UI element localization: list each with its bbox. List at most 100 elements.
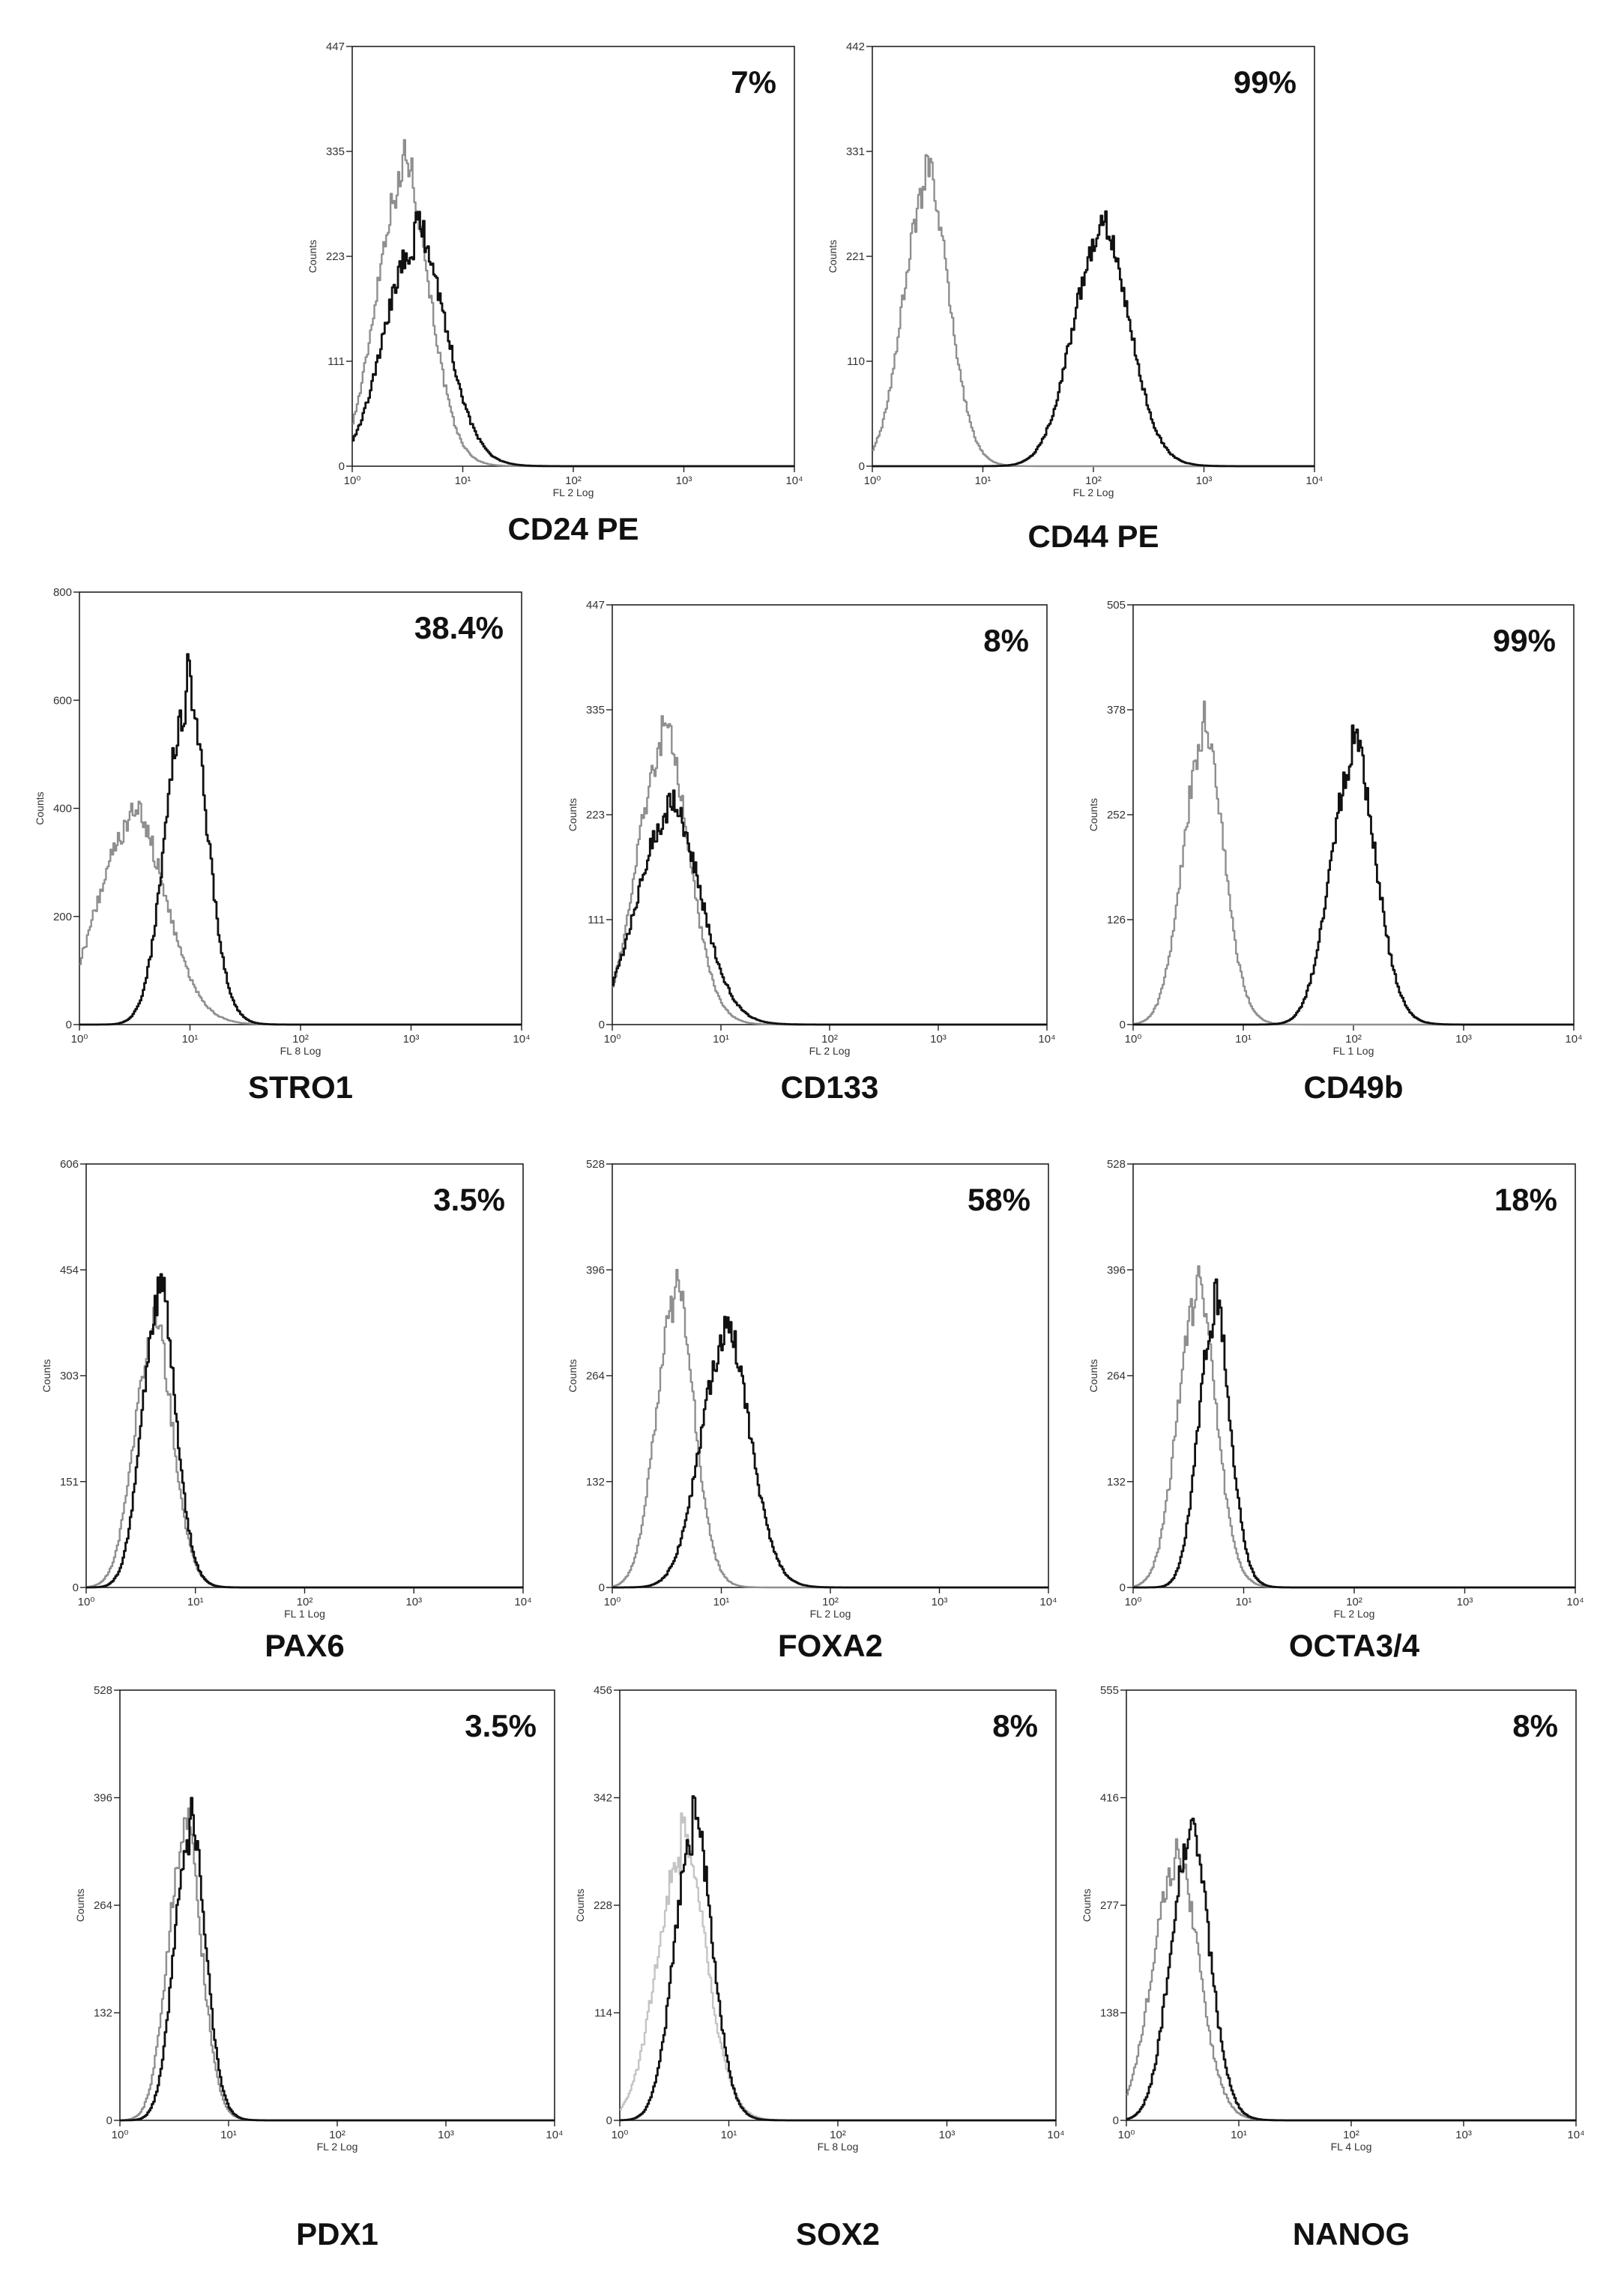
panel-nanog: 0 138 277 416 555 10⁰ 10¹ 10² 10³ 10⁴ FL 4 Log Coun…	[1081, 1684, 1585, 2252]
y-tick-label: 264	[586, 1370, 605, 1383]
y-tick-label: 528	[586, 1158, 605, 1171]
y-tick-label: 264	[94, 1899, 112, 1912]
y-tick-label: 277	[1100, 1899, 1119, 1912]
x-tick-label: 10⁴	[1047, 2129, 1064, 2141]
panel-pax6: 0 151 303 454 606 10⁰ 10¹ 10² 10³ 10⁴ FL 1 Log Coun…	[40, 1158, 532, 1663]
x-tick-label: 10³	[939, 2129, 956, 2141]
x-axis-label: FL 2 Log	[1334, 1608, 1375, 1620]
y-tick-label: 110	[847, 355, 865, 368]
y-tick-label: 331	[846, 145, 865, 158]
x-tick-label: 10¹	[721, 2129, 737, 2141]
isotype-histogram	[120, 1807, 555, 2122]
plot-frame	[872, 46, 1315, 467]
x-tick-label: 10³	[1455, 1033, 1472, 1046]
y-tick-label: 396	[586, 1264, 605, 1276]
stained-histogram	[612, 789, 1047, 1026]
y-axis-label: Counts	[1081, 1889, 1093, 1922]
y-tick-label: 200	[53, 911, 72, 923]
stained-histogram	[1133, 724, 1574, 1026]
x-tick-label: 10⁴	[785, 474, 803, 487]
y-tick-label: 132	[1107, 1476, 1126, 1489]
y-tick-label: 800	[53, 586, 72, 599]
panel-foxa2: 0 132 264 396 528 10⁰ 10¹ 10² 10³ 10⁴ FL 2 Log Coun…	[567, 1158, 1057, 1663]
x-tick-label: 10⁰	[864, 474, 881, 487]
marker-label: CD44 PE	[1027, 519, 1159, 554]
x-tick-label: 10²	[830, 2129, 846, 2141]
x-tick-label: 10⁰	[1118, 2129, 1135, 2141]
positive-percentage: 99%	[1234, 64, 1297, 100]
x-tick-label: 10³	[1455, 2129, 1472, 2141]
isotype-histogram	[1133, 700, 1574, 1026]
panel-cd24-pe: 0 111 223 335 447 10⁰ 10¹ 10² 10³ 10⁴ FL 2 Log Coun…	[307, 40, 803, 546]
x-tick-label: 10⁰	[612, 2129, 629, 2141]
panel-pdx1: 0 132 264 396 528 10⁰ 10¹ 10² 10³ 10⁴ FL 2 Log Coun…	[74, 1684, 564, 2252]
isotype-histogram	[1126, 1838, 1576, 2122]
plot-frame	[119, 1689, 555, 2121]
panel-cd49b: 0 126 252 378 505 10⁰ 10¹ 10² 10³ 10⁴ FL 1 Log Coun…	[1087, 599, 1583, 1105]
y-tick-label: 528	[94, 1684, 112, 1697]
y-tick-label: 0	[339, 460, 345, 473]
stained-histogram	[872, 210, 1314, 468]
y-tick-label: 151	[60, 1476, 79, 1489]
y-tick-label: 505	[1107, 599, 1126, 612]
y-tick-label: 335	[326, 145, 345, 158]
stained-histogram	[79, 653, 522, 1026]
x-tick-label: 10⁰	[112, 2129, 129, 2141]
isotype-histogram	[872, 154, 1314, 468]
x-axis-label: FL 2 Log	[810, 1608, 851, 1620]
isotype-histogram	[352, 139, 794, 468]
x-tick-label: 10²	[1345, 1033, 1362, 1046]
panel-octa3-4: 0 132 264 396 528 10⁰ 10¹ 10² 10³ 10⁴ FL 2 Log Coun…	[1087, 1158, 1584, 1663]
y-tick-label: 335	[586, 704, 605, 717]
x-tick-label: 10¹	[187, 1596, 204, 1608]
x-tick-label: 10⁴	[514, 1596, 531, 1608]
y-tick-label: 0	[599, 1581, 605, 1594]
x-tick-label: 10³	[932, 1596, 948, 1608]
y-tick-label: 111	[588, 914, 605, 926]
y-tick-label: 456	[594, 1684, 612, 1697]
positive-percentage: 99%	[1493, 623, 1556, 658]
y-tick-label: 303	[60, 1370, 79, 1383]
plot-frame	[85, 1163, 524, 1588]
y-tick-label: 528	[1107, 1158, 1126, 1171]
plot-frame	[619, 1689, 1057, 2121]
y-tick-label: 0	[599, 1019, 605, 1031]
y-axis-label: Counts	[74, 1889, 86, 1922]
x-tick-label: 10¹	[182, 1033, 199, 1046]
y-axis-label: Counts	[1087, 798, 1099, 831]
x-tick-label: 10⁰	[604, 1596, 621, 1608]
marker-label: PDX1	[296, 2216, 378, 2252]
stained-histogram	[86, 1273, 523, 1589]
x-tick-label: 10³	[930, 1033, 947, 1046]
y-tick-label: 342	[594, 1792, 612, 1805]
y-tick-label: 223	[586, 809, 605, 821]
y-tick-label: 252	[1107, 809, 1126, 821]
y-axis-label: Counts	[1087, 1359, 1099, 1392]
y-tick-label: 0	[66, 1019, 72, 1031]
x-tick-label: 10⁴	[513, 1033, 530, 1046]
x-tick-label: 10¹	[1231, 2129, 1247, 2141]
y-tick-label: 132	[586, 1476, 605, 1489]
x-tick-label: 10⁴	[1039, 1596, 1057, 1608]
x-tick-label: 10⁴	[1567, 2129, 1584, 2141]
x-tick-label: 10²	[1085, 474, 1102, 487]
positive-percentage: 8%	[992, 1708, 1038, 1743]
x-tick-label: 10¹	[713, 1596, 730, 1608]
x-tick-label: 10³	[676, 474, 692, 487]
stained-histogram	[352, 211, 794, 468]
y-tick-label: 0	[1120, 1581, 1126, 1594]
y-tick-label: 228	[594, 1899, 612, 1912]
x-tick-label: 10⁴	[1305, 474, 1323, 487]
positive-percentage: 7%	[731, 64, 776, 100]
marker-label: SOX2	[796, 2216, 880, 2252]
y-tick-label: 378	[1107, 704, 1126, 717]
y-tick-label: 0	[1113, 2114, 1119, 2127]
x-tick-label: 10⁴	[1565, 1033, 1582, 1046]
x-axis-label: FL 4 Log	[1331, 2141, 1372, 2153]
y-tick-label: 0	[1120, 1019, 1126, 1031]
x-tick-label: 10⁴	[546, 2129, 563, 2141]
x-tick-label: 10⁴	[1566, 1596, 1584, 1608]
plot-frame	[351, 46, 795, 467]
x-axis-label: FL 2 Log	[317, 2141, 358, 2153]
marker-label: FOXA2	[778, 1628, 883, 1663]
